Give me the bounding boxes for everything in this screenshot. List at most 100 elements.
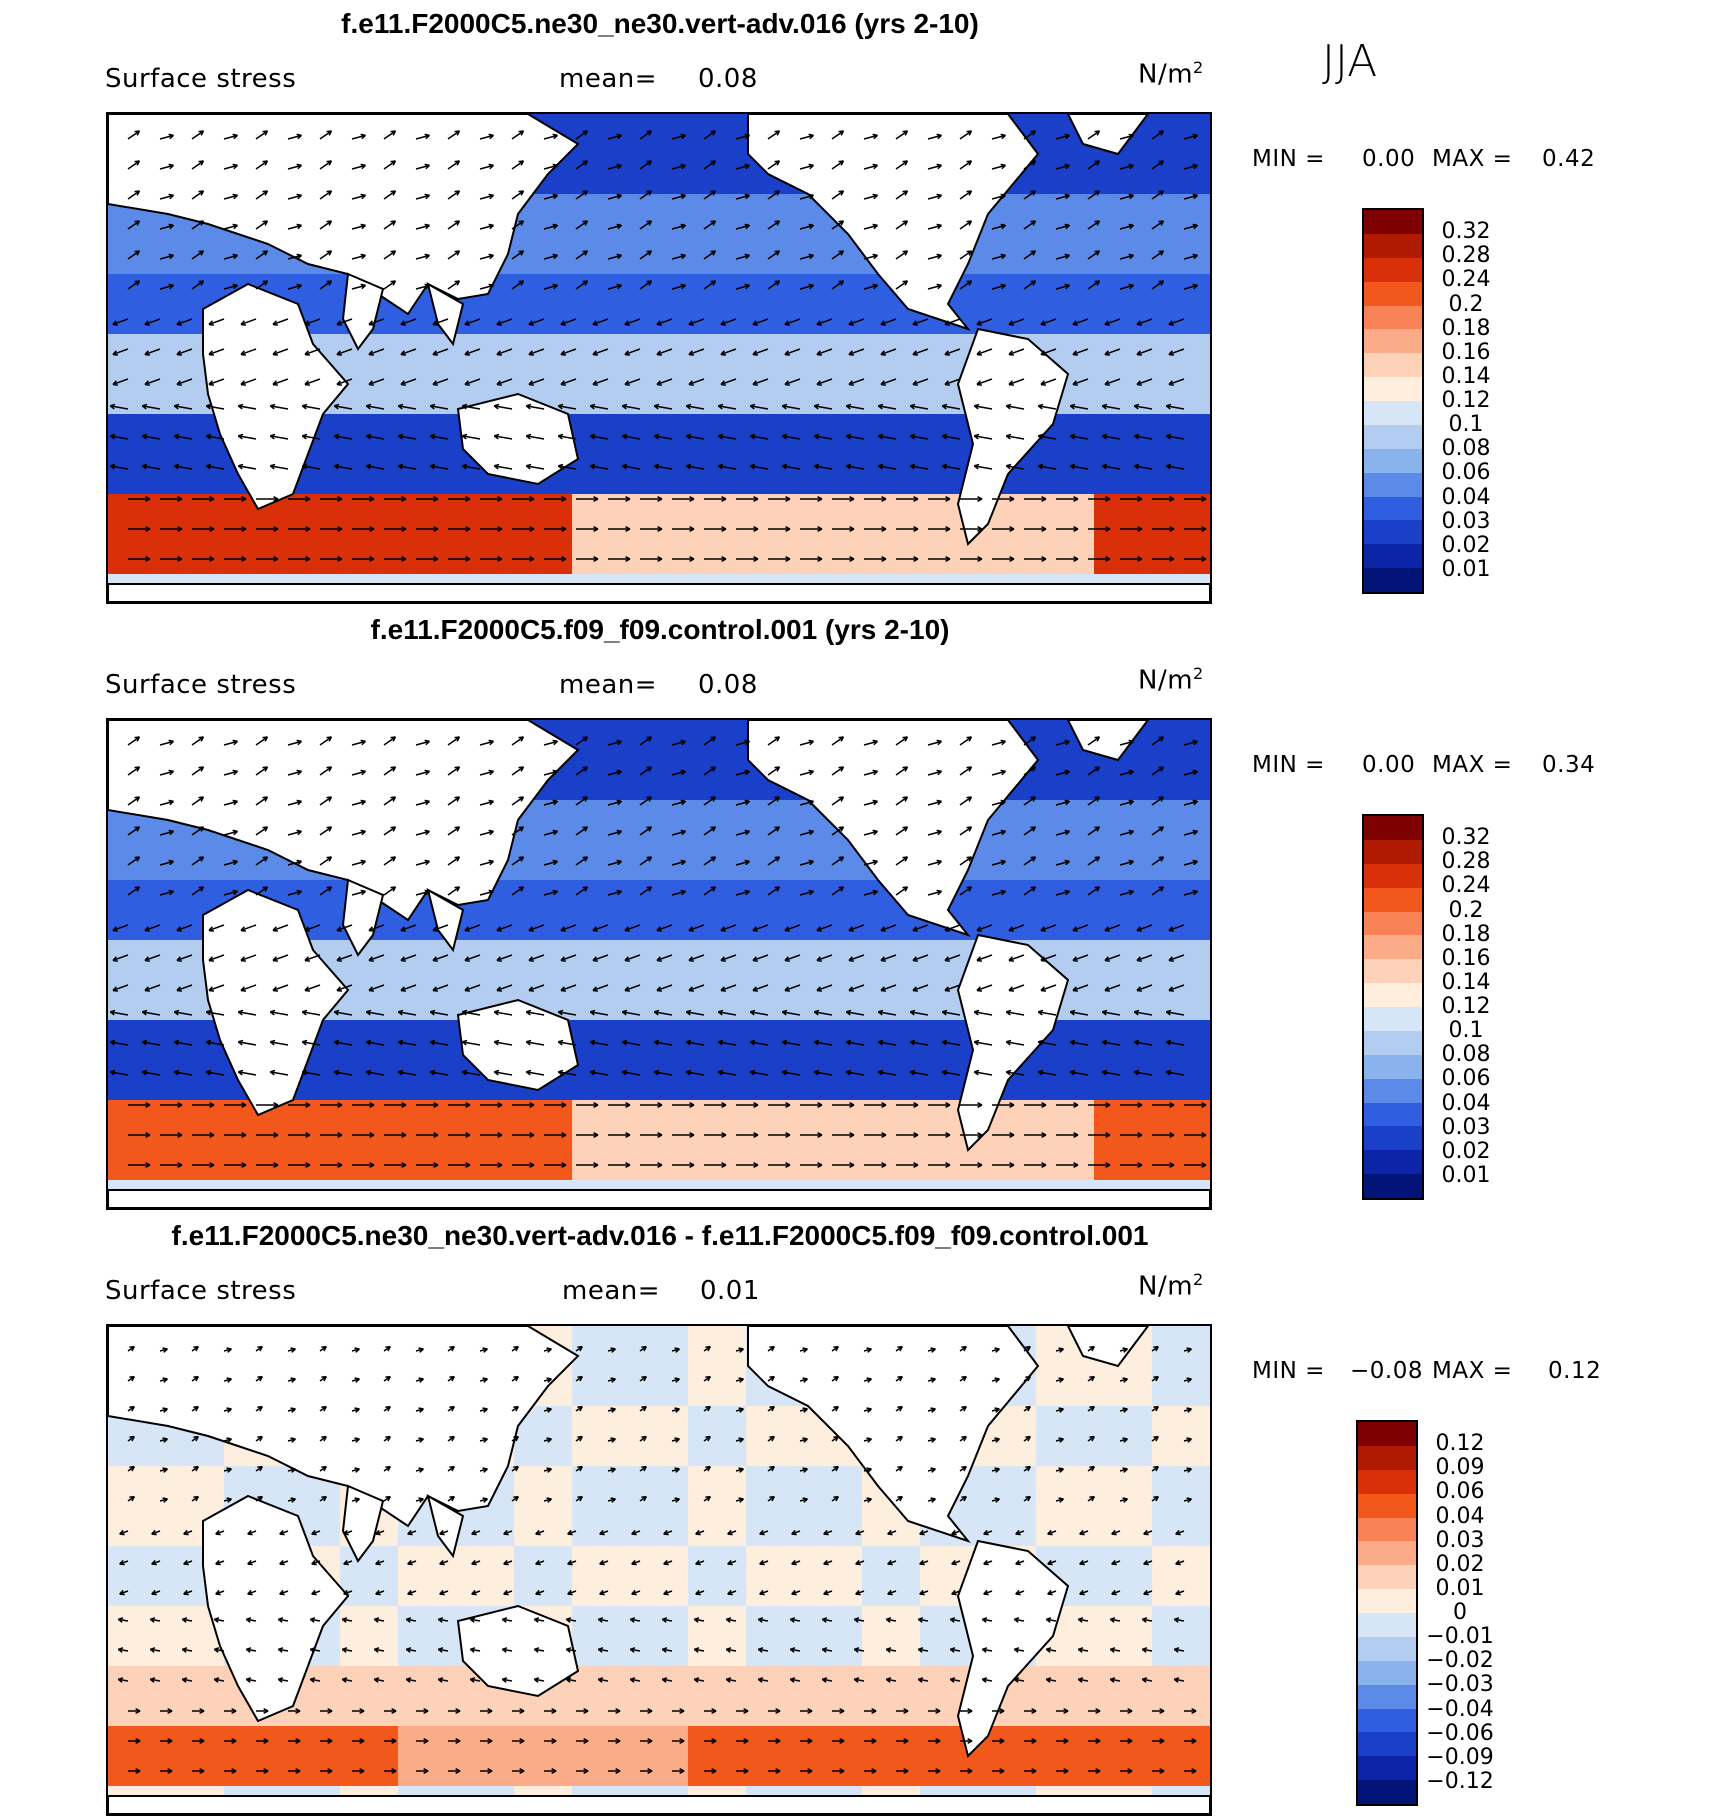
- map-svg: [108, 114, 1210, 602]
- field-cell: [1036, 1060, 1095, 1081]
- wind-vector: [597, 1617, 609, 1623]
- wind-vector: [1184, 496, 1207, 502]
- field-cell: [572, 374, 631, 395]
- wind-vector: [592, 924, 609, 932]
- wind-vector: [224, 496, 247, 502]
- field-cell: [804, 1566, 863, 1587]
- field-cell: [456, 534, 515, 555]
- land-outline: [108, 1326, 580, 1528]
- wind-vector: [1184, 1768, 1197, 1774]
- wind-vector: [736, 1132, 759, 1138]
- field-cell: [746, 1406, 805, 1427]
- wind-vector: [927, 193, 943, 200]
- wind-vector: [1183, 1347, 1192, 1353]
- field-cell: [862, 454, 921, 475]
- field-cell: [572, 534, 631, 555]
- field-cell: [1152, 920, 1210, 941]
- field-cell: [340, 1546, 399, 1567]
- wind-vector: [384, 556, 407, 562]
- wind-vector: [717, 1069, 737, 1076]
- colorbar-swatch: [1364, 568, 1422, 593]
- wind-vector: [383, 1435, 391, 1442]
- wind-vector: [703, 796, 717, 806]
- wind-vector: [1023, 280, 1037, 290]
- field-cell: [398, 1120, 457, 1141]
- colorbar-tick-label: 0.01: [1441, 1162, 1491, 1188]
- wind-vector: [535, 1529, 545, 1536]
- wind-vector: [173, 433, 193, 440]
- field-cell: [1094, 1160, 1153, 1181]
- wind-vector: [560, 954, 577, 962]
- wind-vector: [159, 889, 175, 896]
- wind-vector: [365, 403, 385, 410]
- field-cell: [572, 1706, 631, 1727]
- wind-vector: [287, 739, 303, 746]
- wind-vector: [352, 1768, 365, 1774]
- wind-vector: [512, 556, 535, 562]
- wind-vector: [191, 250, 205, 260]
- wind-vector: [768, 1738, 781, 1744]
- land-outline: [202, 282, 350, 511]
- field-cell: [688, 920, 747, 941]
- field-cell: [1152, 294, 1210, 315]
- wind-vector: [757, 1647, 769, 1653]
- wind-vector: [351, 1497, 360, 1503]
- field-cell: [572, 1626, 631, 1647]
- field-cell: [630, 1000, 689, 1021]
- wind-vector: [512, 1162, 535, 1168]
- wind-vector: [640, 1162, 663, 1168]
- wind-vector: [272, 984, 289, 992]
- wind-vector: [592, 378, 609, 386]
- field-cell: [1036, 1506, 1095, 1527]
- wind-vector: [864, 1768, 877, 1774]
- wind-vector: [1119, 283, 1135, 290]
- wind-vector: [351, 283, 367, 290]
- wind-vector: [319, 1405, 327, 1412]
- wind-vector: [336, 924, 353, 932]
- wind-vector: [464, 924, 481, 932]
- wind-vector: [576, 1162, 599, 1168]
- wind-vector: [112, 348, 129, 356]
- wind-vector: [672, 526, 695, 532]
- wind-vector: [671, 799, 687, 806]
- wind-vector: [1015, 1559, 1025, 1566]
- wind-vector: [639, 826, 653, 836]
- field-cell: [630, 1140, 689, 1161]
- wind-vector: [863, 799, 879, 806]
- field-cell: [572, 1000, 631, 1021]
- field-cell: [1152, 800, 1210, 821]
- wind-vector: [224, 1132, 247, 1138]
- wind-vector: [319, 160, 333, 170]
- wind-vector: [112, 924, 129, 932]
- wind-vector: [240, 984, 257, 992]
- field-cell: [630, 354, 689, 375]
- wind-vector: [351, 253, 367, 260]
- field-cell: [514, 1466, 573, 1487]
- field-cell: [108, 314, 167, 335]
- wind-vector: [1151, 160, 1165, 170]
- field-cell: [108, 394, 167, 415]
- field-cell: [746, 1526, 805, 1547]
- wind-vector: [237, 433, 257, 440]
- wind-vector: [1055, 889, 1071, 896]
- wind-vector: [799, 223, 815, 230]
- field-cell: [1094, 194, 1153, 215]
- wind-vector: [624, 924, 641, 932]
- wind-vector: [863, 889, 879, 896]
- wind-vector: [247, 1529, 257, 1536]
- wind-vector: [272, 318, 289, 326]
- wind-vector: [127, 886, 141, 896]
- field-cell: [1036, 494, 1095, 515]
- wind-vector: [416, 1102, 439, 1108]
- field-cell: [978, 294, 1037, 315]
- wind-vector: [415, 739, 431, 746]
- wind-vector: [461, 403, 481, 410]
- wind-vector: [493, 433, 513, 440]
- field-cell: [1152, 980, 1210, 1001]
- wind-vector: [848, 954, 865, 962]
- wind-vector: [205, 1039, 225, 1046]
- wind-vector: [832, 526, 855, 532]
- wind-vector: [607, 1437, 616, 1443]
- wind-vector: [448, 496, 471, 502]
- colorbar-tick-label: −0.02: [1426, 1648, 1494, 1674]
